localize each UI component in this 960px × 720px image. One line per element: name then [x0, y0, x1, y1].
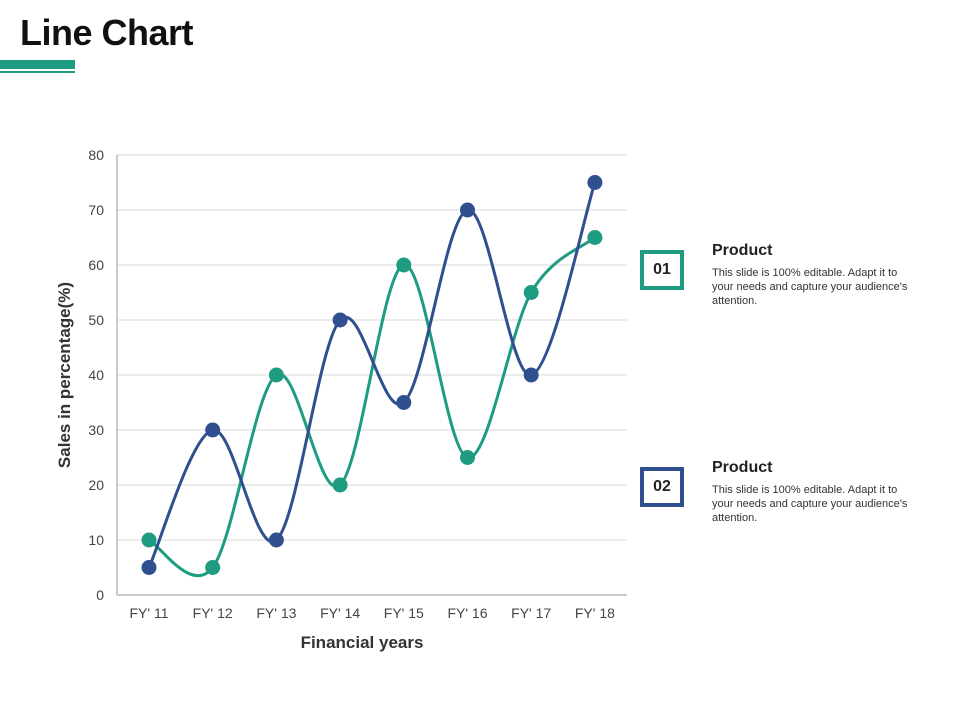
x-axis-ticks: FY' 11 FY' 12 FY' 13 FY' 14 FY' 15 FY' 16 FY' …	[130, 605, 616, 621]
y-tick-label: 30	[88, 422, 104, 438]
title-underline-bar	[0, 60, 75, 69]
legend-title: Product	[712, 242, 773, 259]
series-line-1	[147, 236, 597, 578]
x-tick-label: FY' 13	[256, 605, 296, 621]
x-tick-label: FY' 12	[193, 605, 233, 621]
data-point	[268, 532, 284, 548]
y-tick-label: 80	[88, 147, 104, 163]
y-tick-label: 60	[88, 257, 104, 273]
data-point	[205, 422, 221, 438]
y-tick-label: 20	[88, 477, 104, 493]
legend-number-box: 02	[640, 467, 684, 507]
y-tick-label: 50	[88, 312, 104, 328]
data-point	[460, 202, 475, 218]
x-tick-label: FY' 15	[384, 605, 424, 621]
y-tick-label: 70	[88, 202, 104, 218]
title-underline	[0, 60, 75, 73]
x-tick-label: FY' 11	[130, 605, 169, 621]
legend-number-box: 01	[640, 250, 684, 290]
legend-item-2: 02 Product This slide is 100% editable. …	[640, 459, 920, 527]
data-point	[332, 477, 348, 493]
x-tick-label: FY' 14	[320, 605, 360, 621]
title-underline-thin-bar	[0, 71, 75, 73]
data-point	[587, 230, 603, 245]
data-point	[460, 450, 475, 465]
x-tick-label: FY' 17	[511, 605, 551, 621]
y-tick-label: 0	[96, 587, 104, 603]
data-point	[205, 560, 221, 575]
data-point	[141, 560, 157, 575]
y-tick-label: 10	[88, 532, 104, 548]
chart-gridlines	[117, 154, 627, 541]
x-tick-label: FY' 18	[575, 605, 615, 621]
legend-title: Product	[712, 459, 773, 476]
data-point	[396, 257, 412, 273]
data-point	[523, 367, 539, 383]
page-title: Line Chart	[20, 12, 194, 53]
data-point	[268, 367, 284, 383]
x-axis-label: Financial years	[301, 633, 424, 652]
y-tick-label: 40	[88, 367, 104, 383]
y-axis-label: Sales in percentage(%)	[55, 282, 74, 468]
legend-description: This slide is 100% editable. Adapt it to…	[712, 484, 908, 524]
data-point	[332, 312, 348, 328]
data-point	[141, 532, 157, 548]
chart-axes	[116, 155, 627, 596]
x-tick-label: FY' 16	[447, 605, 487, 621]
data-point	[523, 285, 539, 300]
data-point	[396, 395, 412, 410]
legend-item-1: 01 Product This slide is 100% editable. …	[640, 242, 920, 310]
legend-description: This slide is 100% editable. Adapt it to…	[712, 267, 908, 307]
data-point	[587, 175, 603, 190]
y-axis-ticks: 0 10 20 30 40 50 60 70 80	[88, 147, 104, 603]
chart-series-points	[141, 175, 603, 575]
